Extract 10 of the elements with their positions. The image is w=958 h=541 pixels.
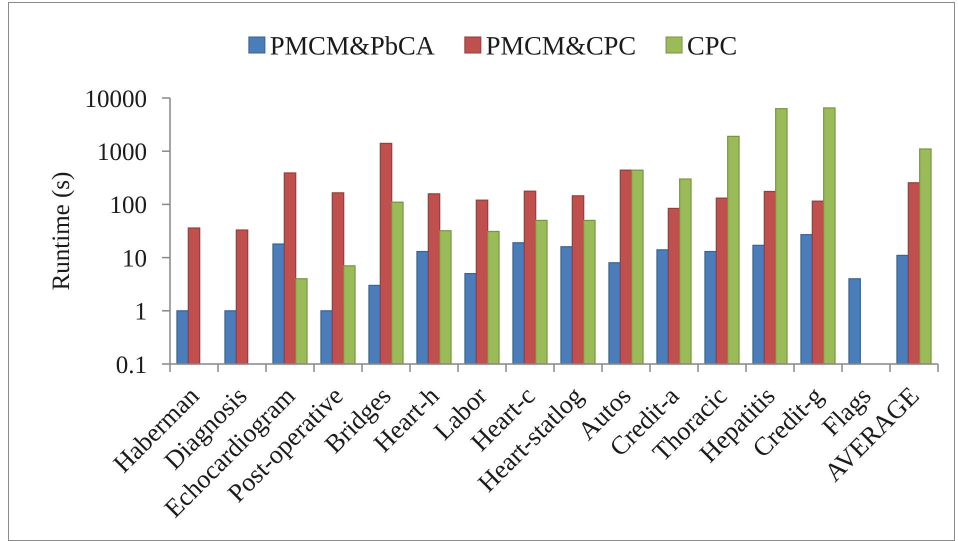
legend-label: PMCM&CPC (486, 30, 636, 60)
y-axis-title: Runtime (s) (48, 172, 75, 290)
y-tick-label: 10 (122, 245, 147, 272)
y-tick-label: 100 (110, 192, 147, 220)
legend-label: CPC (687, 30, 738, 60)
y-tick-label: 0.1 (116, 352, 147, 379)
y-tick-label: 1000 (97, 138, 147, 166)
y-tick-label: 10000 (84, 86, 147, 113)
y-tick-label: 1 (134, 298, 147, 326)
legend-label: PMCM&PbCA (270, 30, 435, 60)
